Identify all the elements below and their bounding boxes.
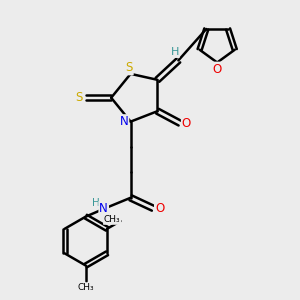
Text: O: O	[182, 117, 191, 130]
Text: S: S	[76, 91, 83, 104]
Text: O: O	[213, 63, 222, 76]
Text: N: N	[99, 202, 108, 215]
Text: CH₃: CH₃	[77, 283, 94, 292]
Text: N: N	[120, 115, 128, 128]
Text: CH₃: CH₃	[104, 215, 120, 224]
Text: O: O	[155, 202, 164, 215]
Text: H: H	[92, 198, 100, 208]
Text: H: H	[171, 47, 179, 57]
Text: S: S	[125, 61, 133, 74]
